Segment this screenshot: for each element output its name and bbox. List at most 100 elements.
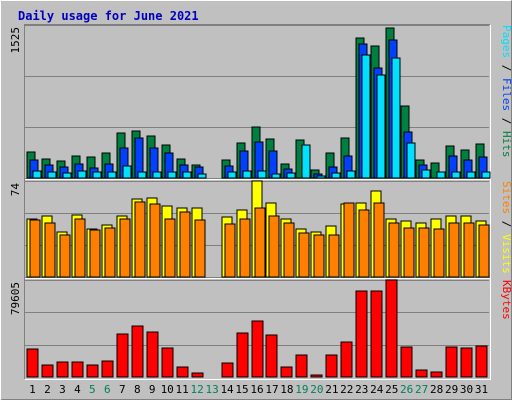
day-label-28: 28 [430,383,443,396]
bar-sites-day-21 [328,234,340,278]
ymax-label-hits: 1525 [9,27,22,54]
bar-pages-day-24 [376,74,386,179]
bar-pages-day-27 [421,169,431,179]
chart-title: Daily usage for June 2021 [18,9,199,23]
bar-kbytes-day-8 [131,325,144,378]
day-label-25: 25 [385,383,398,396]
bar-pages-day-2 [47,171,57,179]
bar-sites-day-24 [373,202,385,278]
day-label-24: 24 [370,383,384,396]
bar-pages-day-20 [316,175,326,179]
bar-pages-day-26 [406,142,416,179]
bar-kbytes-day-27 [415,369,428,378]
bar-sites-day-5 [89,229,101,278]
bar-sites-day-15 [239,218,251,278]
series-sites [29,201,490,278]
bar-kbytes-day-15 [236,332,249,378]
axis-legend-part: Files [500,78,512,111]
bar-kbytes-day-10 [161,347,174,378]
bar-pages-day-23 [361,54,371,179]
bar-hits-day-28 [430,162,440,179]
bar-sites-day-7 [119,218,131,278]
bar-sites-day-27 [418,227,430,278]
day-label-5: 5 [89,383,96,396]
bar-sites-day-9 [149,203,161,278]
bar-kbytes-day-28 [430,371,443,378]
axis-legend-part: KBytes [500,280,512,320]
bar-sites-day-11 [179,211,191,278]
axis-legend-part: / [500,58,512,78]
day-label-1: 1 [29,383,36,396]
bar-kbytes-day-11 [176,366,189,378]
day-label-21: 21 [325,383,338,396]
bar-pages-day-11 [182,171,192,179]
bar-kbytes-day-30 [460,347,473,378]
day-label-29: 29 [445,383,458,396]
day-label-2: 2 [44,383,51,396]
bar-sites-day-25 [388,222,400,278]
bar-kbytes-day-24 [370,290,383,378]
bar-kbytes-day-29 [445,346,458,378]
day-label-17: 17 [265,383,278,396]
plot-border-light [24,24,491,380]
bar-kbytes-day-31 [475,345,488,378]
bar-kbytes-day-2 [41,364,54,378]
bar-kbytes-day-18 [280,366,293,378]
panel-kbytes [25,279,489,378]
panel-visits [25,180,490,278]
bar-pages-day-15 [242,170,252,179]
day-label-23: 23 [355,383,368,396]
bar-kbytes-day-1 [26,348,39,378]
bar-kbytes-day-3 [56,361,69,378]
bar-kbytes-day-19 [295,354,308,378]
day-label-4: 4 [74,383,81,396]
bar-pages-day-18 [286,172,296,179]
bar-pages-day-22 [346,170,356,179]
axis-legend-part: Sites [500,181,512,214]
axis-legend-part: Pages [500,25,512,58]
day-label-26: 26 [400,383,413,396]
axis-legend-hits: Pages / Files / Hits [500,25,512,158]
bar-kbytes-day-20 [310,374,323,378]
bar-pages-day-5 [92,171,102,179]
bar-pages-day-19 [301,144,311,179]
bar-sites-day-30 [463,222,475,278]
bar-kbytes-day-6 [101,360,114,378]
bar-pages-day-6 [107,171,117,179]
bar-sites-day-2 [44,222,56,278]
day-label-15: 15 [235,383,248,396]
day-label-8: 8 [134,383,141,396]
day-label-7: 7 [119,383,126,396]
bar-sites-day-8 [134,201,146,278]
plot-border-dark [24,24,491,380]
bar-sites-day-3 [59,234,71,278]
axis-legend-part: Visits [500,234,512,274]
day-label-19: 19 [295,383,308,396]
bar-pages-day-30 [466,171,476,179]
axis-legend-part: / [500,111,512,131]
axis-legend-part: / [500,214,512,234]
day-label-20: 20 [310,383,323,396]
bar-kbytes-day-23 [355,290,368,378]
bar-sites-day-20 [313,234,325,278]
axis-legend-part: Hits [500,131,512,158]
series-kbytes [26,279,488,378]
ymax-label-visits: 74 [9,183,22,197]
bar-sites-day-28 [433,228,445,278]
bar-kbytes-day-5 [86,364,99,378]
bar-pages-day-25 [391,57,401,179]
bar-kbytes-day-22 [340,341,353,378]
bar-pages-day-1 [32,170,42,179]
bar-pages-day-3 [62,172,72,179]
bar-sites-day-26 [403,227,415,278]
bar-sites-day-19 [298,232,310,278]
bar-pages-day-10 [167,171,177,179]
day-label-3: 3 [59,383,66,396]
day-label-9: 9 [149,383,156,396]
bar-sites-day-14 [224,223,236,278]
bar-pages-day-7 [122,165,132,179]
bar-pages-day-29 [451,171,461,179]
